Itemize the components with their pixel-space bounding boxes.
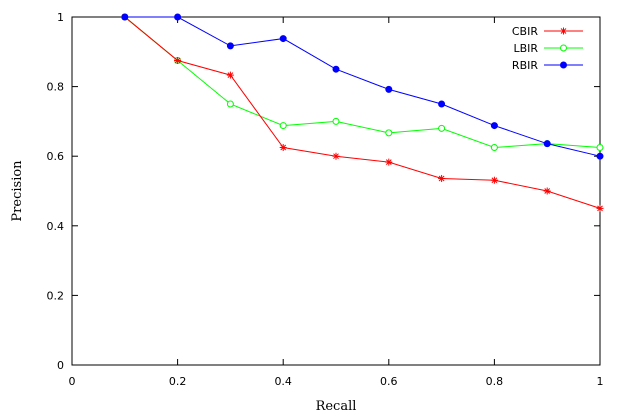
legend-marker-cbir (560, 27, 567, 35)
axis-ticks: 0 0.2 0.4 0.6 0.8 1 0 0.2 0.4 0.6 0.8 1 (47, 11, 604, 388)
cbir-data-point (174, 57, 182, 64)
rbir-data-point (174, 13, 182, 21)
rbir-data-point (438, 100, 446, 108)
legend: CBIR LBIR RBIR (512, 25, 583, 72)
cbir-data-point (332, 152, 340, 160)
x-tick-label: 0.8 (486, 375, 504, 388)
cbir-data-point (543, 187, 551, 195)
legend-marker-rbir (560, 61, 567, 69)
y-tick-label: 0 (57, 359, 64, 372)
rbir-data-point (279, 35, 287, 43)
rbir-data-point (226, 42, 234, 50)
lbir-data-point (332, 117, 340, 125)
lbir-data-point (279, 122, 287, 130)
x-tick-label: 0 (69, 375, 76, 388)
y-tick-label: 1 (57, 11, 64, 24)
rbir-data-point (490, 122, 498, 130)
rbir-data-point (332, 65, 340, 73)
rbir-series-line (124, 16, 601, 157)
cbir-data-point (490, 176, 498, 184)
series-layer (121, 13, 604, 212)
x-tick-label: 0.2 (169, 375, 187, 388)
x-tick-label: 0.4 (274, 375, 292, 388)
cbir-data-point (279, 144, 287, 151)
y-tick-label: 0.2 (47, 289, 65, 302)
rbir-data-point (121, 13, 129, 21)
cbir-data-point (438, 174, 446, 182)
lbir-data-point (596, 144, 604, 151)
plot-frame (71, 16, 601, 366)
lbir-data-point (385, 129, 393, 137)
cbir-data-point (226, 71, 234, 79)
rbir-data-point (543, 140, 551, 148)
legend-label-rbir: RBIR (512, 59, 538, 72)
cbir-data-point (385, 158, 393, 166)
y-tick-label: 0.6 (47, 150, 65, 163)
x-tick-label: 1 (597, 375, 604, 388)
y-tick-label: 0.8 (47, 81, 65, 94)
legend-label-lbir: LBIR (513, 42, 538, 55)
lbir-data-point (438, 124, 446, 132)
x-axis-label: Recall (316, 399, 357, 414)
cbir-series-line (124, 16, 601, 209)
y-tick-label: 0.4 (47, 220, 65, 233)
legend-marker-lbir (560, 44, 567, 52)
cbir-data-point (596, 204, 604, 212)
lbir-data-point (226, 100, 234, 108)
y-axis-label: Precision (10, 160, 25, 222)
lbir-data-point (490, 144, 498, 151)
rbir-data-point (385, 85, 393, 93)
x-tick-label: 0.6 (380, 375, 398, 388)
lbir-series-line (124, 16, 601, 149)
rbir-data-point (596, 152, 604, 160)
legend-label-cbir: CBIR (512, 25, 538, 38)
